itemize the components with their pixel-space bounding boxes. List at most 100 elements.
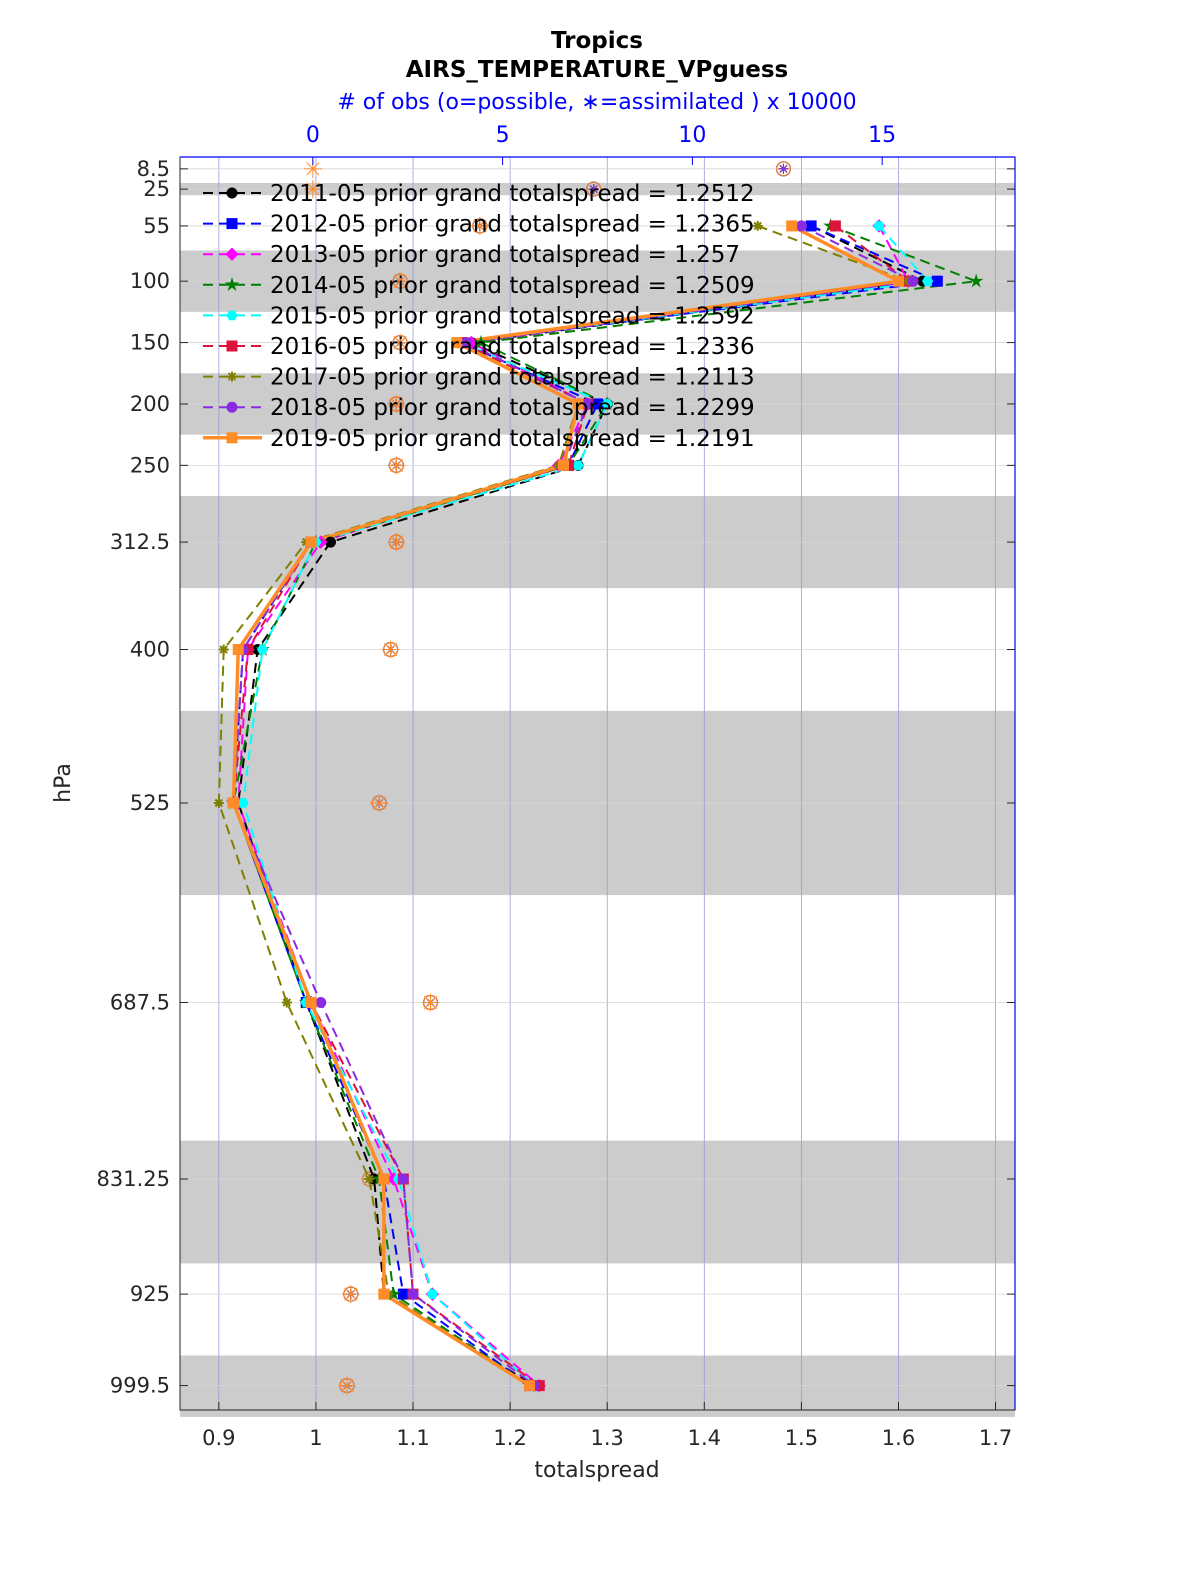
legend-entry: 2016-05 prior grand totalspread = 1.2336 [270,334,755,360]
top-tick-label: 10 [678,123,706,148]
data-point [451,337,463,349]
x-tick-label: 0.9 [202,1426,235,1450]
obs-assimilated-marker [391,272,410,291]
x-tick-label: 1.5 [785,1426,818,1450]
legend-entry: 2012-05 prior grand totalspread = 1.2365 [270,212,755,238]
series-line [231,224,905,1388]
data-point [226,432,238,444]
legend-entry: 2011-05 prior grand totalspread = 1.2512 [270,181,755,207]
data-point [378,1173,390,1185]
y-tick-label: 8.5 [137,157,170,181]
obs-assimilated-marker [303,159,322,178]
y-tick-label: 100 [130,269,170,293]
data-point [968,273,984,288]
y-axis-ticks: 8.525 55 100 150 200 250 312.5 400 525 687.5 831.2… [97,157,1015,1398]
obs-assimilated-marker [778,163,789,174]
shaded-band [180,1140,1015,1264]
data-point [473,334,489,349]
data-point [524,1380,536,1392]
obs-assimilated-marker [303,180,322,199]
series-line [217,224,909,1387]
data-point [907,275,919,287]
top-tick-label: 0 [306,123,320,148]
x-axis-label: totalspread [534,1458,659,1483]
obs-assimilated-marker [387,533,406,552]
x-axis-ticks: 0.9 1 1.1 1.2 1.3 1.4 1.5 1.6 1.7 [202,1402,1012,1450]
data-point [237,798,249,808]
obs-assimilated-marker [370,793,389,812]
data-point [225,247,239,261]
y-tick-label: 525 [130,791,170,815]
x-tick-label: 1.7 [979,1426,1012,1450]
top-tick-label: 5 [496,123,510,148]
data-point [226,187,238,199]
y-tick-label: 25 [143,177,170,201]
data-point [786,220,798,232]
legend-entry: 2015-05 prior grand totalspread = 1.2592 [270,303,755,329]
x-tick-label: 1 [309,1426,322,1450]
data-point [558,459,570,471]
x-tick-label: 1.6 [882,1426,915,1450]
data-point [601,399,613,409]
y-tick-label: 312.5 [110,530,170,554]
y-tick-label: 150 [130,331,170,355]
x-tick-label: 1.1 [396,1426,429,1450]
data-point [226,310,238,321]
y-tick-label: 831.25 [97,1167,170,1191]
y-tick-label: 999.5 [110,1374,170,1398]
data-point [397,1173,409,1185]
obs-possible-marker [586,181,602,197]
data-point [922,276,934,287]
y-tick-label: 925 [130,1282,170,1306]
series-markers [213,218,984,1393]
data-point [281,997,292,1008]
shaded-band [180,1355,1015,1417]
obs-assimilated-marker [421,993,440,1012]
legend-entry: 2014-05 prior grand totalspread = 1.2509 [270,273,755,299]
data-point [218,644,229,655]
chart-subtitle: AIRS_TEMPERATURE_VPguess [406,57,788,83]
data-point [227,371,237,382]
legend-entry: 2019-05 prior grand totalspread = 1.2191 [270,426,755,452]
data-point [232,644,244,656]
series-lines [217,224,977,1388]
top-axis-label: # of obs (o=possible, ∗=assimilated ) x … [337,90,856,115]
data-point [426,1289,439,1299]
data-point [407,1288,419,1300]
data-point [378,1288,390,1300]
data-point [873,221,885,231]
obs-assimilated-marker [391,333,410,352]
data-point [364,1174,375,1185]
data-point [305,536,317,548]
y-tick-label: 250 [130,453,170,477]
obs-assimilated-marker [470,216,489,235]
y-axis-label: hPa [51,763,76,803]
data-point [805,220,817,232]
observation-counts [303,159,791,1395]
data-point [931,275,943,287]
data-point [226,340,238,352]
top-tick-label: 15 [868,123,896,148]
legend-entry: 2018-05 prior grand totalspread = 1.2299 [270,395,755,421]
series-line [232,224,977,1387]
top-axis-ticks: 0 5 10 15 [306,123,896,165]
data-point [315,997,327,1009]
data-point [892,275,904,287]
data-point [752,220,763,231]
obs-assimilated-marker [588,184,599,195]
data-point [572,460,584,471]
data-point [397,1288,409,1300]
data-point [829,220,841,232]
obs-assimilated-marker [338,1376,356,1395]
data-point [227,797,239,809]
data-point [256,644,269,655]
legend-entry: 2017-05 prior grand totalspread = 1.2113 [270,365,755,391]
data-point [795,220,807,232]
y-tick-label: 687.5 [110,991,170,1015]
y-tick-label: 55 [143,214,170,238]
data-point [226,401,238,413]
data-point [572,398,584,410]
series-line [237,225,910,1387]
legend: 2011-05 prior grand totalspread = 1.2512… [203,181,755,452]
